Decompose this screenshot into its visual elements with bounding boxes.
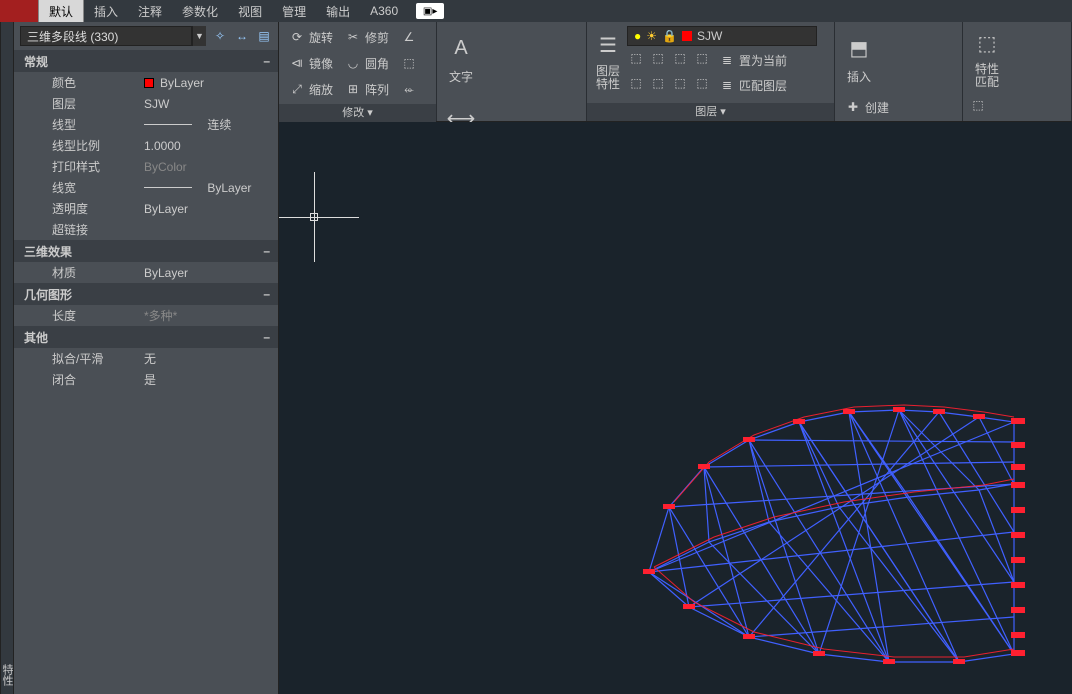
- menu-insert[interactable]: 插入: [84, 0, 128, 23]
- layer-ico6[interactable]: ⬚: [649, 74, 667, 92]
- prop-closed[interactable]: 闭合是: [14, 369, 278, 390]
- prop-color[interactable]: 颜色ByLayer: [14, 72, 278, 93]
- menu-view[interactable]: 视图: [228, 0, 272, 23]
- rotate-button[interactable]: ⟳旋转: [285, 26, 337, 48]
- layer-color-swatch: [682, 31, 692, 41]
- make-current-button[interactable]: ≣置为当前: [715, 49, 791, 71]
- drawing-canvas[interactable]: [279, 122, 1072, 694]
- layer-ico5[interactable]: ⬚: [627, 74, 645, 92]
- section-other[interactable]: 其他–: [14, 326, 278, 348]
- prop-material[interactable]: 材质ByLayer: [14, 262, 278, 283]
- layer-ico2[interactable]: ⬚: [649, 49, 667, 67]
- insert-block-button[interactable]: ⬒插入: [841, 26, 877, 92]
- create-block-button[interactable]: ✚创建: [841, 96, 956, 118]
- ribbon: ⟳旋转✂修剪∠ ⧏镜像◡圆角⬚ ⤢缩放⊞阵列⬰ 修改 ▾ A文字 ⟷标注 ⊢线性…: [279, 22, 1072, 122]
- layer-ico3[interactable]: ⬚: [671, 49, 689, 67]
- prop-plotstyle[interactable]: 打印样式ByColor: [14, 156, 278, 177]
- stretch-icon[interactable]: ⬰: [397, 78, 421, 100]
- prop-ico1[interactable]: ⬚: [969, 96, 987, 114]
- prop-hyperlink[interactable]: 超链接: [14, 219, 278, 240]
- fillet-button[interactable]: ◡圆角: [341, 52, 393, 74]
- menu-parametric[interactable]: 参数化: [172, 0, 228, 23]
- properties-vertical-tab[interactable]: 特性: [0, 22, 14, 694]
- select-objects-icon[interactable]: ↔: [234, 28, 250, 44]
- menu-default[interactable]: 默认: [38, 0, 84, 24]
- prop-length[interactable]: 长度*多种*: [14, 305, 278, 326]
- prop-layer[interactable]: 图层SJW: [14, 93, 278, 114]
- array-button[interactable]: ⊞阵列: [341, 78, 393, 100]
- app-logo-strip: [0, 0, 38, 22]
- prop-fit[interactable]: 拟合/平滑无: [14, 348, 278, 369]
- bulb-icon: ●: [634, 29, 641, 43]
- match-props-button[interactable]: ⬚特性 匹配: [969, 26, 1005, 92]
- lock-icon: 🔒: [662, 29, 677, 43]
- menu-output[interactable]: 输出: [316, 0, 360, 23]
- match-layer-button[interactable]: ≣匹配图层: [715, 74, 791, 96]
- wireframe-mesh: [619, 382, 1049, 692]
- panel-modify-title[interactable]: 修改 ▾: [279, 104, 436, 122]
- prop-ltscale[interactable]: 线型比例1.0000: [14, 135, 278, 156]
- section-3dvisual[interactable]: 三维效果–: [14, 240, 278, 262]
- paint-icon[interactable]: ∠: [397, 26, 421, 48]
- menu-a360[interactable]: A360: [360, 1, 408, 21]
- layer-ico4[interactable]: ⬚: [693, 49, 711, 67]
- menu-manage[interactable]: 管理: [272, 0, 316, 23]
- section-general[interactable]: 常规–: [14, 50, 278, 72]
- explode-icon[interactable]: ⬚: [397, 52, 421, 74]
- toggle-pick-icon[interactable]: ✧: [212, 28, 228, 44]
- layer-ico7[interactable]: ⬚: [671, 74, 689, 92]
- sun-icon: ☀: [646, 29, 657, 43]
- selection-dropdown[interactable]: 三维多段线 (330): [20, 26, 192, 46]
- trim-button[interactable]: ✂修剪: [341, 26, 393, 48]
- camera-icon[interactable]: ▣▸: [416, 3, 444, 19]
- color-swatch: [144, 78, 154, 88]
- section-geometry[interactable]: 几何图形–: [14, 283, 278, 305]
- scale-button[interactable]: ⤢缩放: [285, 78, 337, 100]
- menu-annotate[interactable]: 注释: [128, 0, 172, 23]
- prop-transparency[interactable]: 透明度ByLayer: [14, 198, 278, 219]
- prop-lineweight[interactable]: 线宽 ByLayer: [14, 177, 278, 198]
- text-button[interactable]: A文字: [443, 26, 479, 92]
- layer-props-button[interactable]: ☰图层 特性: [593, 28, 623, 94]
- quick-select-icon[interactable]: ▤: [256, 28, 272, 44]
- menubar: 默认 插入 注释 参数化 视图 管理 输出 A360 ▣▸: [0, 0, 1072, 22]
- layer-ico1[interactable]: ⬚: [627, 49, 645, 67]
- mirror-button[interactable]: ⧏镜像: [285, 52, 337, 74]
- prop-linetype[interactable]: 线型 连续: [14, 114, 278, 135]
- layer-dropdown[interactable]: ● ☀ 🔒 SJW: [627, 26, 817, 46]
- layer-ico8[interactable]: ⬚: [693, 74, 711, 92]
- panel-layers-title[interactable]: 图层 ▾: [587, 103, 834, 121]
- selection-dropdown-arrow[interactable]: ▼: [192, 26, 206, 46]
- properties-panel: 三维多段线 (330) ▼ ✧ ↔ ▤ 常规– 颜色ByLayer 图层SJW …: [14, 22, 279, 694]
